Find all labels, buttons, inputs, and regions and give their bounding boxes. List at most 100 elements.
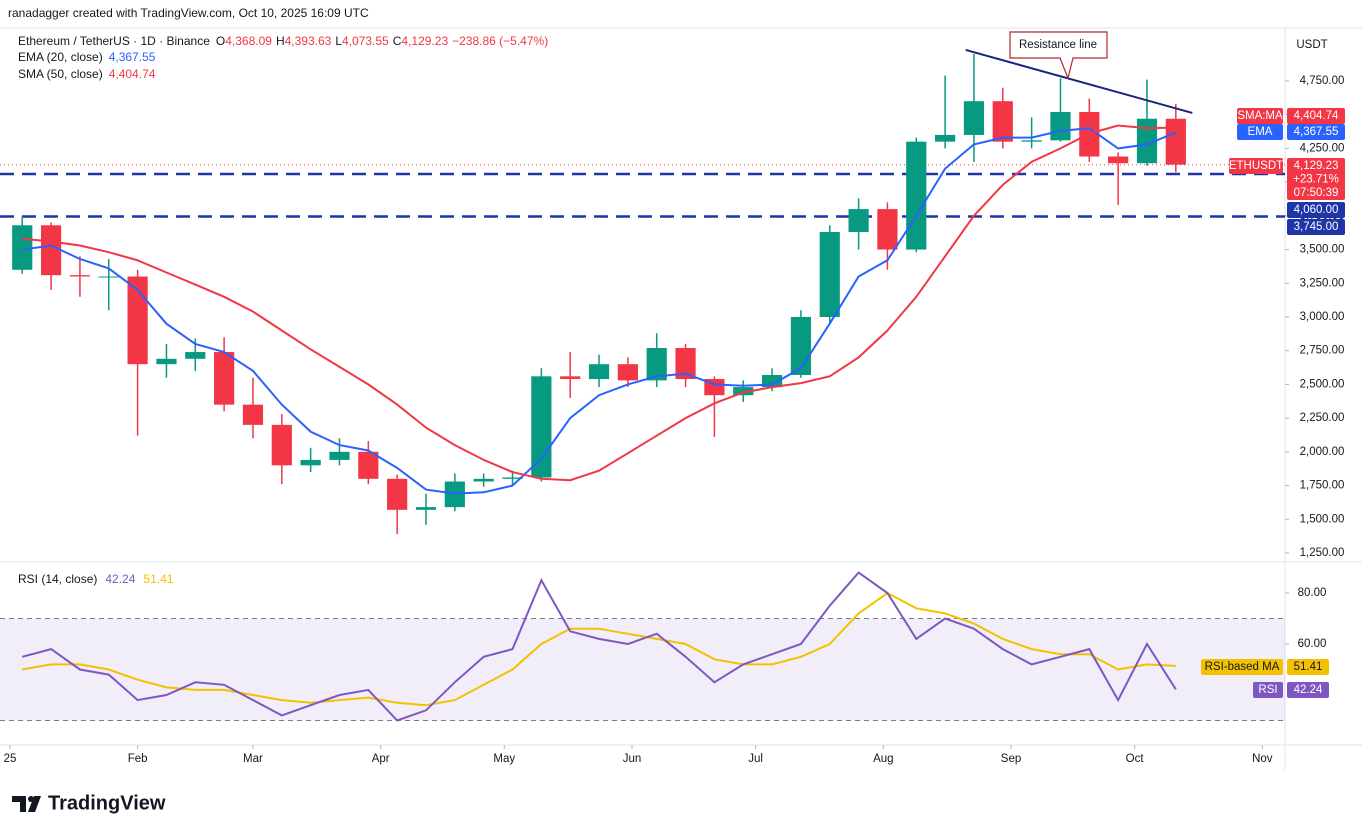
candle-body bbox=[1050, 111, 1071, 141]
candle-body bbox=[69, 275, 91, 277]
legend-value: 4,367.55 bbox=[109, 50, 156, 64]
indicator-line bbox=[22, 124, 1176, 482]
support-tag: 4,060.00 bbox=[1294, 204, 1339, 216]
candle-body bbox=[127, 276, 148, 365]
candle-body bbox=[329, 451, 350, 460]
x-tick-label: Aug bbox=[873, 753, 893, 765]
trendline bbox=[965, 48, 1193, 114]
candle-body bbox=[992, 101, 1013, 142]
callout-box bbox=[1009, 31, 1108, 80]
y-tick-label: 2,500.00 bbox=[1300, 378, 1345, 390]
ohlc-change: −238.86 (−5.47%) bbox=[452, 34, 548, 48]
x-tick-label: Apr bbox=[372, 753, 390, 765]
attribution: ranadagger created with TradingView.com,… bbox=[8, 6, 369, 20]
ohlc-label: H bbox=[276, 34, 285, 48]
logo: TradingView bbox=[12, 792, 166, 814]
candle-body bbox=[617, 364, 638, 381]
ohlc-label: L bbox=[335, 34, 342, 48]
candle-body bbox=[242, 404, 264, 425]
rsi-tag-value-bg bbox=[1287, 682, 1329, 698]
candle-body bbox=[733, 387, 754, 396]
price-tag-name: EMA bbox=[1248, 126, 1273, 138]
candle-body bbox=[185, 352, 206, 359]
x-tick-label: Jul bbox=[748, 753, 763, 765]
ohlc-label: O bbox=[216, 34, 225, 48]
last-price-change: +23.71% bbox=[1293, 174, 1339, 186]
candle-body bbox=[531, 376, 552, 478]
candle-body bbox=[271, 424, 292, 466]
last-price-countdown: 07:50:39 bbox=[1294, 187, 1339, 199]
candle-body bbox=[1021, 140, 1042, 142]
legend-entry: EMA (20, close) 4,367.55 bbox=[18, 50, 156, 64]
legend: RSI (14, close) 42.24 51.41 bbox=[18, 572, 174, 586]
candle-body bbox=[156, 358, 177, 365]
logo-dot bbox=[28, 796, 34, 802]
legend-value: 51.41 bbox=[143, 572, 173, 586]
ohlc-value: 4,073.55 bbox=[342, 34, 389, 48]
logo-text: TradingView bbox=[48, 792, 166, 814]
candle-body bbox=[502, 477, 523, 479]
ohlc-value: 4,368.09 bbox=[225, 34, 272, 48]
y-tick-label: 2,000.00 bbox=[1300, 446, 1345, 458]
last-price-label: 4,129.23 bbox=[1294, 160, 1339, 172]
candle-body bbox=[98, 276, 119, 278]
indicator-line bbox=[22, 127, 1177, 495]
y-tick-label: 1,750.00 bbox=[1300, 480, 1345, 492]
y-tick-label: 1,250.00 bbox=[1300, 547, 1345, 559]
legend-value: 4,404.74 bbox=[109, 67, 156, 81]
candle-body bbox=[358, 451, 379, 479]
legend-name: SMA (50, close) bbox=[18, 67, 103, 81]
y-tick-label: 1,500.00 bbox=[1300, 513, 1345, 525]
x-tick-label: Jun bbox=[623, 753, 642, 765]
candle-body bbox=[646, 348, 667, 381]
indicator-line bbox=[21, 571, 1177, 722]
candle-body bbox=[588, 364, 610, 380]
y-tick-label: 2,250.00 bbox=[1300, 412, 1345, 424]
support-tag-bg bbox=[1287, 219, 1345, 235]
indicator-line bbox=[22, 591, 1176, 707]
candle-body bbox=[473, 478, 494, 482]
y-tick-label: 3,500.00 bbox=[1300, 244, 1345, 256]
candle-body bbox=[790, 316, 812, 375]
legend-value: 42.24 bbox=[105, 572, 135, 586]
price-tag-name: ETHUSDT bbox=[1229, 160, 1283, 172]
ohlc-label: C bbox=[393, 34, 402, 48]
support-tag-bg bbox=[1287, 202, 1345, 218]
candle-body bbox=[848, 209, 869, 233]
last-price-tag-bg bbox=[1287, 158, 1345, 200]
rsi-tag-name-bg bbox=[1201, 659, 1283, 675]
y-tick-label: 2,750.00 bbox=[1300, 345, 1345, 357]
y-tick-label: 3,250.00 bbox=[1300, 277, 1345, 289]
candle-body bbox=[1108, 156, 1129, 164]
rsi-tag-name: RSI bbox=[1258, 684, 1277, 696]
candle-body bbox=[819, 232, 840, 317]
candle-body bbox=[675, 348, 696, 380]
price-tag-name-bg bbox=[1237, 108, 1283, 124]
legend-title: RSI (14, close) bbox=[18, 572, 97, 586]
candle-body bbox=[214, 352, 235, 405]
x-tick-label: Oct bbox=[1126, 753, 1145, 765]
candle-body bbox=[935, 134, 956, 142]
candle-body bbox=[906, 141, 927, 250]
legend: Ethereum / TetherUS · 1D · Binance O4,368… bbox=[18, 34, 548, 48]
legend-entry: SMA (50, close) 4,404.74 bbox=[18, 67, 156, 81]
x-tick-label: Sep bbox=[1001, 753, 1021, 765]
rsi-tag-value: 51.41 bbox=[1294, 661, 1323, 673]
price-tag-value: 4,367.55 bbox=[1294, 126, 1339, 138]
callout-text: Resistance line bbox=[1019, 39, 1097, 51]
price-tag-value-bg bbox=[1287, 124, 1345, 140]
y-tick-label: 4,750.00 bbox=[1300, 75, 1345, 87]
rsi-tag-name-bg bbox=[1253, 682, 1283, 698]
candle-body bbox=[300, 459, 321, 466]
y-tick-label: 80.00 bbox=[1298, 587, 1327, 599]
candle-body bbox=[387, 478, 408, 510]
y-tick-label: 60.00 bbox=[1298, 638, 1327, 650]
x-tick-label: Feb bbox=[128, 753, 148, 765]
rsi-tag-name: RSI-based MA bbox=[1205, 661, 1280, 673]
ohlc-value: 4,393.63 bbox=[285, 34, 332, 48]
price-tag-name-bg bbox=[1229, 158, 1283, 174]
y-tick-label: 4,250.00 bbox=[1300, 142, 1345, 154]
